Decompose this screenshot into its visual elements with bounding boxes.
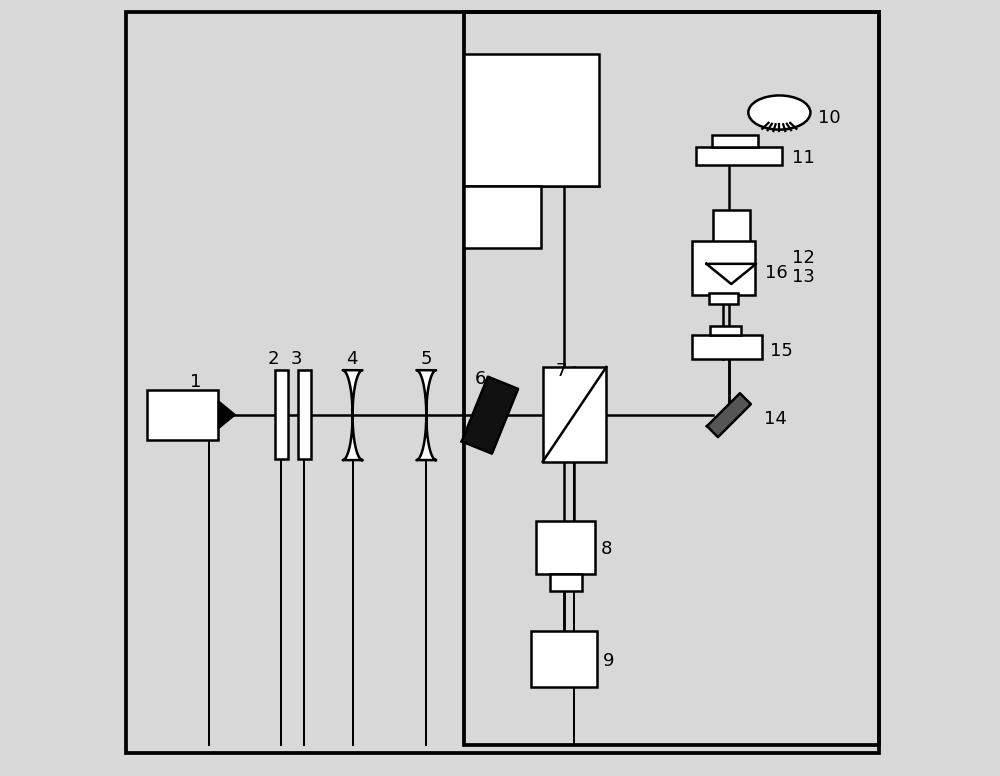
Bar [531,631,597,687]
Polygon shape [218,400,235,428]
Text: 11: 11 [792,149,815,168]
Text: 4: 4 [346,349,358,368]
Text: 15: 15 [770,341,793,360]
Bar [298,370,311,459]
Bar [536,521,595,574]
Bar [147,390,218,440]
Bar [550,574,582,591]
Text: 1: 1 [190,372,201,391]
Polygon shape [462,376,518,454]
Polygon shape [343,370,362,460]
Bar [464,54,599,186]
Polygon shape [416,370,436,460]
Text: 8: 8 [601,540,612,559]
Text: 3: 3 [290,349,302,368]
Bar [710,326,741,335]
Bar [709,293,738,304]
Bar [712,135,758,147]
Text: 14: 14 [764,410,787,428]
Polygon shape [707,393,751,437]
Text: 6: 6 [474,369,486,388]
Text: 13: 13 [792,268,815,286]
Text: 9: 9 [602,652,614,670]
Text: 16: 16 [765,264,788,282]
Bar [692,335,762,359]
Text: 5: 5 [420,349,432,368]
Polygon shape [706,264,756,284]
Bar [464,186,541,248]
Bar [464,12,879,745]
Text: 12: 12 [792,248,815,267]
Ellipse shape [748,95,810,130]
Bar [713,210,750,284]
Bar [543,367,606,462]
Text: 10: 10 [818,109,841,127]
Text: 2: 2 [267,349,279,368]
Bar [692,241,755,295]
Bar [696,147,782,165]
Bar [275,370,288,459]
Text: 7: 7 [556,362,567,380]
